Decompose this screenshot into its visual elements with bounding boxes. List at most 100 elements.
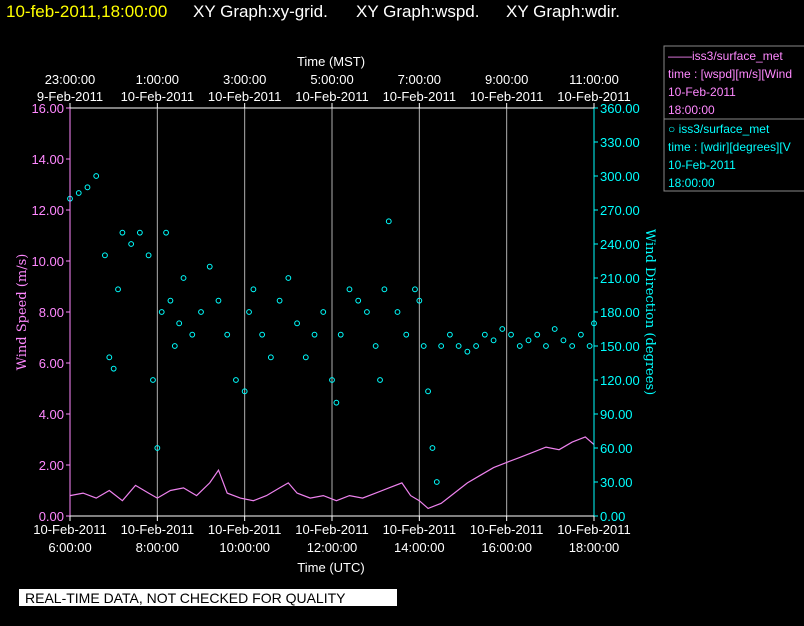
- wdir-point: [75, 190, 82, 196]
- y-tick-label-right: 120.00: [600, 373, 640, 388]
- wdir-point: [224, 331, 231, 338]
- wdir-point: [473, 343, 480, 349]
- x-tick-label-bottom-date: 10-Feb-2011: [295, 522, 368, 537]
- x-tick-label-bottom-time: 10:00:00: [219, 540, 270, 555]
- wdir-point: [84, 184, 91, 191]
- x-tick-label-bottom-date: 10-Feb-2011: [33, 522, 106, 537]
- x-tick-label-top-time: 3:00:00: [223, 72, 266, 87]
- header-title-wspd: XY Graph:wspd.: [356, 2, 479, 21]
- wdir-point: [102, 252, 108, 259]
- wdir-point: [329, 377, 335, 383]
- x-tick-label-top-time: 5:00:00: [310, 72, 353, 87]
- legend-wdir-line-0: ○ iss3/surface_met: [668, 122, 770, 136]
- wdir-point: [106, 354, 113, 361]
- y-axis-left-label: Wind Speed (m/s): [15, 254, 30, 371]
- wdir-point: [438, 343, 445, 349]
- y-axis-right-label: Wind Direction (degrees): [642, 229, 657, 395]
- wdir-point: [403, 331, 410, 338]
- y-tick-label-right: 360.00: [600, 101, 640, 116]
- wdir-point: [294, 320, 300, 327]
- wdir-point: [551, 326, 558, 332]
- wdir-point: [198, 309, 204, 315]
- x-tick-label-bottom-time: 14:00:00: [394, 540, 445, 555]
- wdir-point: [93, 173, 100, 179]
- y-tick-label-right: 210.00: [600, 271, 640, 286]
- wdir-point: [534, 331, 541, 338]
- wdir-point: [167, 297, 174, 304]
- wdir-point: [525, 337, 532, 344]
- wdir-point: [481, 331, 488, 338]
- y-tick-label-right: 270.00: [600, 203, 640, 218]
- tick-labels: 0.00 2.00 4.00 6.00 8.00 10.00 12.00 14.00 16.00…: [31, 72, 639, 555]
- x-tick-label-top-time: 11:00:00: [569, 72, 619, 87]
- wdir-point: [119, 229, 126, 236]
- y-tick-label-left: 12.00: [31, 203, 64, 218]
- wdir-point: [276, 297, 283, 304]
- wdir-point: [372, 343, 379, 349]
- x-axis-top-label: Time (MST): [297, 54, 365, 69]
- wdir-point: [150, 377, 156, 383]
- x-axis-bottom-label: Time (UTC): [297, 560, 364, 575]
- legend-wdir-line-3: 18:00:00: [668, 176, 715, 190]
- wdir-point: [311, 331, 318, 338]
- wdir-point: [346, 286, 353, 293]
- wdir-point: [569, 343, 576, 349]
- x-tick-label-top-time: 1:00:00: [136, 72, 179, 87]
- wdir-point: [180, 275, 187, 281]
- legend-wdir-line-1: time : [wdir][degrees][V: [668, 140, 791, 154]
- x-tick-label-top-time: 9:00:00: [485, 72, 528, 87]
- y-tick-label-right: 180.00: [600, 305, 640, 320]
- x-tick-label-bottom-date: 10-Feb-2011: [470, 522, 543, 537]
- y-tick-label-right: 240.00: [600, 237, 640, 252]
- wdir-point: [215, 297, 222, 304]
- legend-wdir-line-2: 10-Feb-2011: [668, 158, 736, 172]
- wdir-point: [355, 297, 362, 304]
- wdir-point: [543, 343, 549, 349]
- y-tick-label-left: 8.00: [39, 305, 64, 320]
- axes: [66, 103, 598, 521]
- wdir-point: [189, 331, 196, 338]
- y-tick-label-right: 300.00: [600, 169, 640, 184]
- y-tick-label-left: 2.00: [39, 458, 64, 473]
- quality-notice-bg: [19, 589, 397, 606]
- quality-notice: REAL-TIME DATA, NOT CHECKED FOR QUALITY: [19, 589, 397, 606]
- wdir-point: [412, 286, 418, 293]
- wdir-point: [464, 348, 471, 355]
- x-tick-label-top-time: 23:00:00: [45, 72, 96, 87]
- grid: [156, 108, 508, 516]
- wdir-point: [578, 331, 584, 338]
- wdir-point: [136, 229, 143, 236]
- y-tick-label-left: 4.00: [39, 407, 64, 422]
- wdir-point: [364, 309, 370, 315]
- wdir-point: [425, 388, 431, 395]
- wdir-point: [206, 263, 213, 270]
- wdir-point: [455, 343, 462, 349]
- y-tick-label-right: 30.00: [600, 475, 633, 490]
- wdir-point: [385, 218, 392, 225]
- wdir-point: [429, 445, 436, 451]
- x-tick-label-bottom-date: 10-Feb-2011: [557, 522, 630, 537]
- legend-wspd-line-1: time : [wspd][m/s][Wind: [668, 67, 792, 81]
- y-tick-label-left: 10.00: [31, 254, 64, 269]
- x-tick-label-top-date: 10-Feb-2011: [557, 89, 630, 104]
- wdir-point: [154, 445, 161, 451]
- wspd-line: [69, 436, 595, 510]
- wdir-point: [560, 337, 567, 344]
- wdir-point: [128, 241, 135, 247]
- x-tick-label-top-date: 10-Feb-2011: [121, 89, 194, 104]
- x-tick-label-bottom-time: 16:00:00: [481, 540, 532, 555]
- y-tick-label-left: 14.00: [31, 152, 64, 167]
- y-tick-label-left: 6.00: [39, 356, 64, 371]
- y-tick-label-right: 90.00: [600, 407, 633, 422]
- wdir-point: [250, 286, 257, 293]
- wdir-point: [171, 343, 178, 349]
- x-tick-label-bottom-time: 18:00:00: [569, 540, 620, 555]
- x-tick-label-bottom-date: 10-Feb-2011: [383, 522, 456, 537]
- wdir-point: [337, 331, 344, 338]
- legend-wspd-line-2: 10-Feb-2011: [668, 85, 736, 99]
- wdir-point: [233, 377, 239, 383]
- x-tick-label-top-date: 10-Feb-2011: [295, 89, 368, 104]
- legend-wspd-line-0: ——iss3/surface_met: [668, 49, 783, 63]
- y-tick-label-left: 0.00: [39, 509, 64, 524]
